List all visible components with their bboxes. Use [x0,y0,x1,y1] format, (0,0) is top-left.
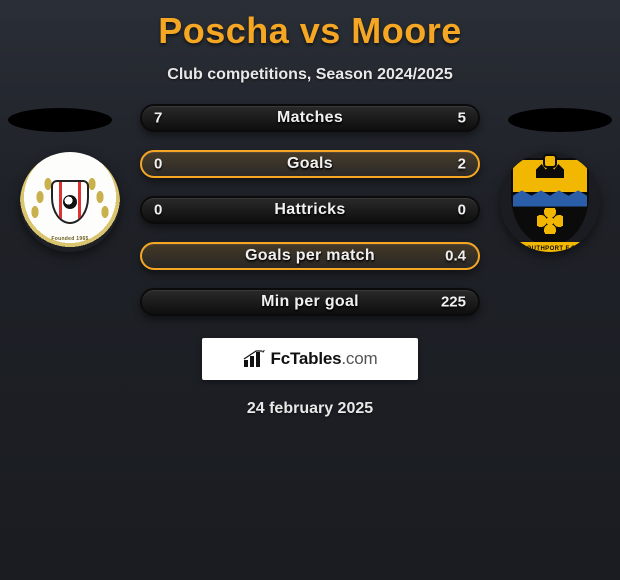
player-head-shadow-left [8,108,112,132]
stat-bars: 7 Matches 5 0 Goals 2 0 Hattricks 0 Goal… [140,104,480,316]
stat-bar: Min per goal 225 [140,288,480,316]
stat-right-value: 5 [458,110,466,127]
shield-icon [511,158,589,246]
stat-left-value: 0 [154,202,162,219]
stat-left-value: 7 [154,110,162,127]
comparison-arena: Founded 1965 SOUTHPORT F.C. 7 Matches 5 … [0,104,620,418]
stat-bar: 7 Matches 5 [140,104,480,132]
brand-text: FcTables.com [271,349,378,369]
stat-right-value: 0.4 [445,248,466,265]
subtitle: Club competitions, Season 2024/2025 [0,66,620,84]
stat-label: Matches [277,109,343,127]
flower-icon [537,208,563,234]
left-club-crest: Founded 1965 [20,152,120,252]
stat-label: Min per goal [261,293,359,311]
stat-right-value: 2 [458,156,466,173]
stat-label: Goals per match [245,247,375,265]
football-icon [63,195,77,209]
brand-text-strong: FcTables [271,349,342,368]
stat-label: Hattricks [274,201,345,219]
stat-right-value: 0 [458,202,466,219]
date-stamp: 24 february 2025 [0,400,620,418]
page-title: Poscha vs Moore [0,0,620,52]
left-crest-banner: Founded 1965 [51,236,88,242]
brand-attribution[interactable]: FcTables.com [202,338,418,380]
stat-bar: 0 Goals 2 [140,150,480,178]
stat-right-value: 225 [441,294,466,311]
brand-text-light: .com [341,349,377,368]
stat-bar: Goals per match 0.4 [140,242,480,270]
right-crest-scroll: SOUTHPORT F.C. [506,242,594,252]
stat-bar: 0 Hattricks 0 [140,196,480,224]
bar-chart-icon [243,350,265,368]
right-club-crest: SOUTHPORT F.C. [500,152,600,252]
stat-left-value: 0 [154,156,162,173]
stat-label: Goals [287,155,333,173]
player-head-shadow-right [508,108,612,132]
